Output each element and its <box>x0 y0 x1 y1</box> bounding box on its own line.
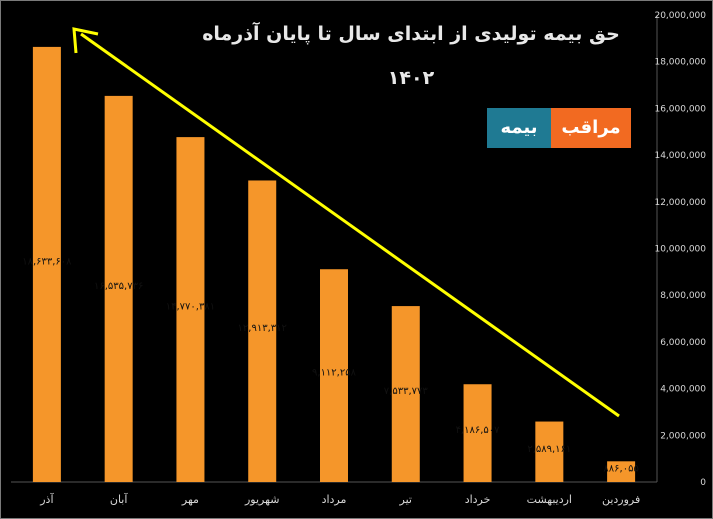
bar <box>32 46 61 483</box>
x-tick-label: خرداد <box>465 493 491 506</box>
bar <box>463 384 492 482</box>
bar <box>391 306 420 482</box>
data-label: ۱۸,۶۳۳,۶۰۸ <box>22 256 72 267</box>
y-tick-label: 14,000,000 <box>654 151 706 161</box>
bar <box>320 269 348 482</box>
x-tick-label: مرداد <box>322 493 347 506</box>
x-tick-label: فروردین <box>602 493 640 506</box>
y-tick-label: 12,000,000 <box>654 198 706 208</box>
x-tick-label: تیر <box>399 493 412 506</box>
trend-arrow-head <box>72 27 99 54</box>
y-tick-label: 4,000,000 <box>660 385 706 395</box>
bar <box>607 461 636 482</box>
x-tick-label: آذر <box>39 492 54 506</box>
x-tick-label: شهریور <box>244 493 279 506</box>
data-label: ۸۸۶,۰۵۵ <box>603 464 638 475</box>
logo-text-bime: بیمه <box>487 108 551 148</box>
bar <box>535 421 564 482</box>
y-tick-label: 10,000,000 <box>654 245 706 255</box>
data-label: ۱۴,۷۷۰,۳۸۱ <box>166 302 215 313</box>
y-tick-label: 2,000,000 <box>660 431 706 441</box>
logo: بیمه مراقب <box>487 108 631 148</box>
chart-title: حق بیمه تولیدی از ابتدای سال تا پایان آذ… <box>202 23 620 45</box>
bar <box>176 137 205 482</box>
x-tick-label: اردیبهشت <box>527 493 572 506</box>
bar <box>104 95 133 482</box>
data-label: ۱۶,۵۳۵,۷۳۶ <box>94 281 143 292</box>
trend-arrow-line <box>80 32 620 418</box>
data-label: ۲,۵۸۹,۱۶۱ <box>527 444 571 455</box>
y-tick-label: 6,000,000 <box>660 338 706 348</box>
y-tick-label: 16,000,000 <box>654 104 706 114</box>
logo-text-moragheb: مراقب <box>551 108 631 148</box>
data-label: ۴,۱۸۶,۵۰۷ <box>456 425 501 436</box>
y-tick-label: 18,000,000 <box>654 58 706 68</box>
data-label: ۷,۵۳۳,۷۷۳ <box>384 386 429 397</box>
y-tick-label: 0 <box>700 478 706 488</box>
x-tick-label: مهر <box>181 493 199 506</box>
x-tick-label: آبان <box>110 492 128 506</box>
bar <box>248 180 277 482</box>
data-label: ۹,۱۱۲,۲۵۸ <box>312 368 357 379</box>
y-tick-label: 8,000,000 <box>660 291 706 301</box>
y-tick-label: 20,000,000 <box>654 11 706 21</box>
chart-subtitle-year: ۱۴۰۲ <box>387 67 435 89</box>
data-label: ۱۲,۹۱۳,۳۱۲ <box>238 323 287 334</box>
